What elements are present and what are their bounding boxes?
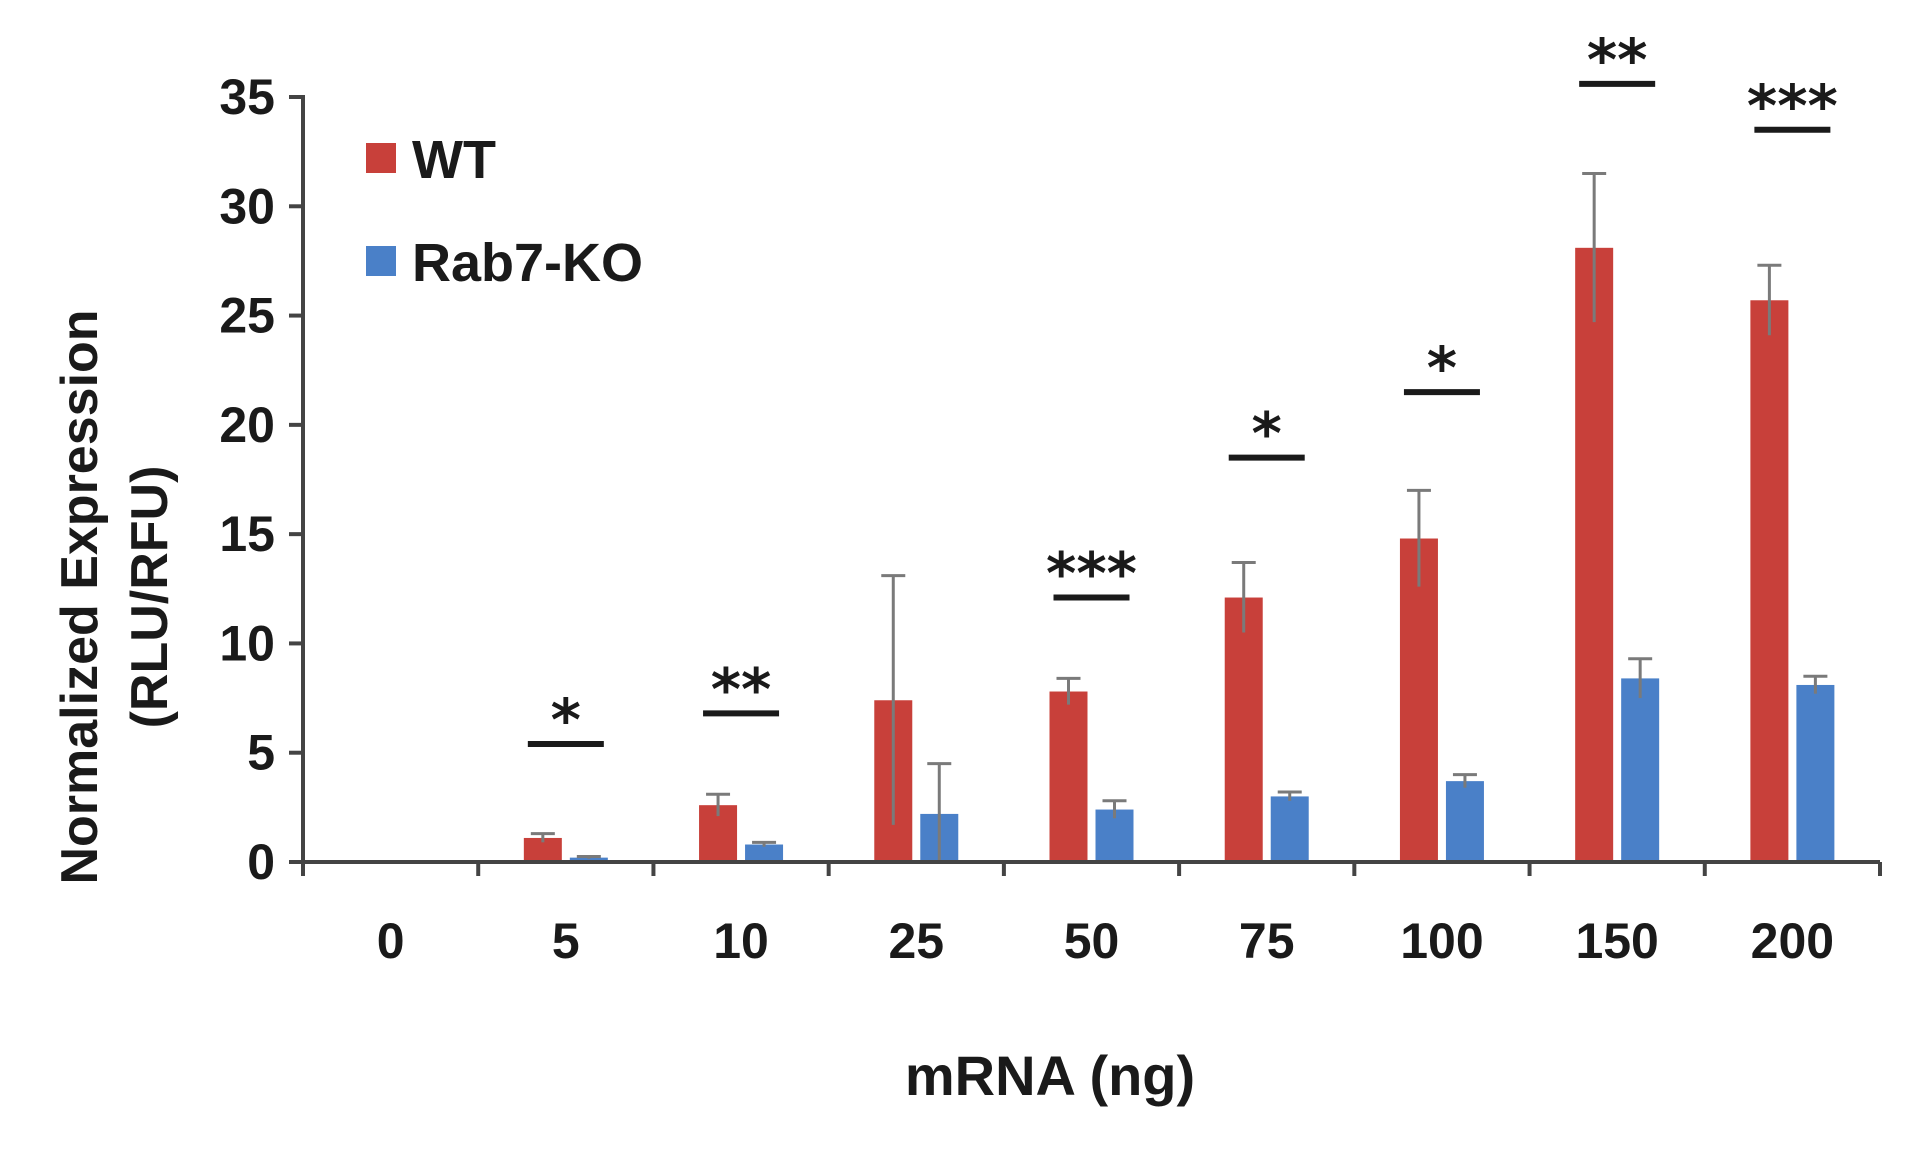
y-tick-label: 5 — [247, 725, 275, 781]
bar-wt-75 — [1224, 597, 1263, 862]
bar-rab7-ko-10 — [745, 844, 784, 862]
significance-label-150: ** — [1587, 26, 1648, 94]
legend-label-rab7-ko: Rab7-KO — [412, 233, 643, 293]
significance-label-75: * — [1252, 400, 1282, 468]
x-tick-label: 5 — [552, 913, 580, 969]
bar-rab7-ko-150 — [1621, 678, 1660, 862]
x-tick-label: 0 — [377, 913, 405, 969]
bars-layer — [523, 247, 1835, 863]
axes-layer: 0 5 10 15 20 25 30 35 0 5 10 25 50 75 100 150 200 — [219, 69, 1882, 969]
y-tick-label: 10 — [219, 615, 275, 671]
error-bars-layer — [530, 172, 1828, 862]
bar-rab7-ko-100 — [1445, 781, 1484, 862]
y-axis-label: Normalized Expression — [51, 309, 109, 884]
x-axis-label: mRNA (ng) — [905, 1044, 1195, 1107]
x-tick-label: 100 — [1400, 913, 1483, 969]
significance-label-50: *** — [1046, 540, 1137, 608]
significance-label-100: * — [1427, 334, 1457, 402]
legend-label-wt: WT — [412, 130, 496, 190]
bar-wt-150 — [1575, 247, 1614, 863]
y-tick-label: 0 — [247, 834, 275, 890]
significance-label-10: ** — [711, 655, 772, 723]
y-tick-label: 35 — [219, 69, 275, 125]
y-tick-label: 15 — [219, 506, 275, 562]
y-axis-label-units: (RLU/RFU) — [121, 466, 179, 729]
bar-rab7-ko-75 — [1270, 796, 1309, 862]
bar-wt-200 — [1750, 300, 1789, 862]
bar-wt-100 — [1399, 538, 1438, 862]
significance-label-200: *** — [1747, 72, 1838, 140]
significance-layer: * ************ — [527, 26, 1838, 754]
x-tick-label: 50 — [1064, 913, 1120, 969]
legend: WT Rab7-KO — [366, 130, 643, 293]
significance-label-5: * — [551, 686, 581, 754]
y-tick-label: 20 — [219, 397, 275, 453]
bar-wt-50 — [1049, 691, 1088, 862]
bar-rab7-ko-5 — [569, 857, 608, 862]
x-tick-label: 25 — [888, 913, 944, 969]
x-tick-label: 75 — [1239, 913, 1295, 969]
bar-rab7-ko-200 — [1796, 684, 1835, 862]
y-tick-label: 30 — [219, 178, 275, 234]
y-tick-label: 25 — [219, 288, 275, 344]
x-tick-label: 10 — [713, 913, 769, 969]
legend-swatch-wt — [366, 143, 396, 173]
legend-swatch-rab7-ko — [366, 246, 396, 276]
x-tick-label: 150 — [1575, 913, 1658, 969]
x-tick-label: 200 — [1751, 913, 1834, 969]
